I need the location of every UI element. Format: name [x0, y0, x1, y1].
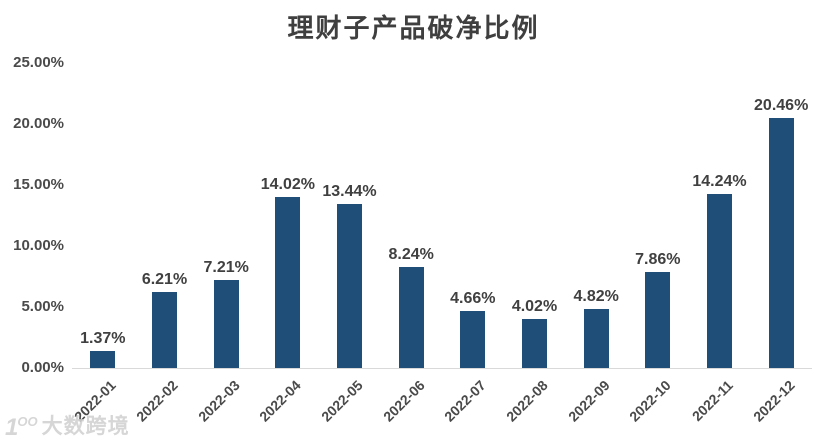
data-label: 1.37%: [80, 330, 126, 348]
bar: [337, 204, 362, 368]
bar: [645, 272, 671, 368]
data-label: 4.66%: [450, 290, 496, 308]
chart-title: 理财子产品破净比例: [287, 13, 540, 43]
bar: [152, 292, 177, 368]
watermark-logo-icon: 1OO: [5, 414, 38, 441]
data-label: 20.46%: [754, 97, 809, 115]
x-tick-label: 2022-05: [318, 377, 366, 425]
data-label: 8.24%: [388, 246, 434, 264]
data-label: 7.21%: [203, 259, 249, 277]
bar: [275, 196, 301, 368]
x-tick-label: 2022-12: [749, 377, 798, 425]
bar: [90, 351, 116, 368]
bar: [213, 280, 239, 368]
x-tick-label: 2022-07: [441, 377, 490, 425]
watermark-text: 大数跨境: [41, 415, 130, 438]
data-label: 4.82%: [573, 288, 619, 306]
x-tick-label: 2022-02: [133, 377, 181, 425]
data-label: 7.86%: [635, 251, 681, 269]
y-tick-label: 15.00%: [13, 176, 64, 193]
x-axis-line: [72, 368, 812, 369]
bar: [522, 318, 547, 368]
x-tick-label: 2022-08: [503, 377, 551, 425]
x-tick-label: 2022-04: [256, 377, 305, 425]
data-label: 6.21%: [141, 271, 188, 289]
x-tick-label: 2022-10: [626, 377, 675, 425]
bar: [398, 267, 424, 368]
x-tick-label: 2022-09: [564, 377, 613, 425]
y-tick-label: 10.00%: [13, 237, 64, 254]
x-tick-label: 2022-03: [194, 377, 243, 425]
bar: [707, 194, 732, 368]
data-label: 14.02%: [260, 175, 315, 193]
y-tick-label: 0.00%: [21, 359, 64, 376]
data-label: 13.44%: [322, 183, 377, 201]
data-label: 4.02%: [511, 297, 558, 315]
bar: [460, 311, 486, 368]
bar: [583, 309, 609, 368]
x-tick-label: 2022-11: [688, 377, 736, 425]
data-label: 14.24%: [692, 173, 747, 191]
bar: [768, 118, 794, 368]
watermark: 1OO 大数跨境: [5, 410, 130, 440]
y-tick-label: 5.00%: [21, 298, 64, 315]
y-tick-label: 20.00%: [13, 115, 64, 132]
y-tick-label: 25.00%: [13, 54, 64, 71]
x-tick-label: 2022-06: [379, 377, 428, 425]
